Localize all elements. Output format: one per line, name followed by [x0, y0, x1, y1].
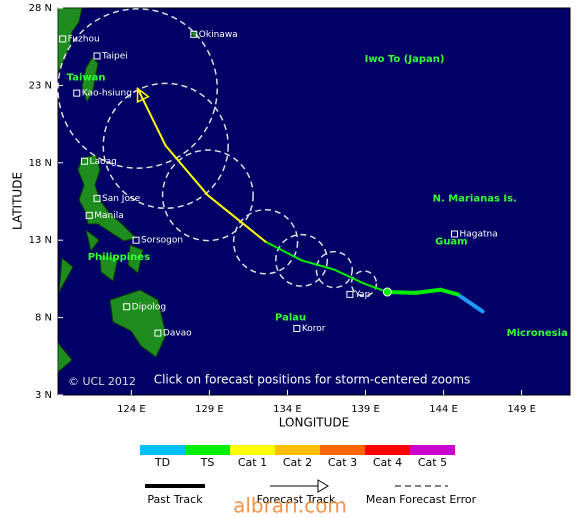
legend-scale-label: Cat 1 — [238, 456, 267, 469]
forecast-track-segment — [136, 87, 167, 147]
legend: Past Track Forecast Track Mean Forecast … — [140, 445, 477, 506]
place-marker — [190, 30, 198, 38]
legend-swatch — [320, 445, 365, 455]
forecast-error-circle — [102, 82, 229, 209]
legend-forecast-track: Forecast Track — [257, 493, 336, 506]
place-marker — [123, 303, 131, 311]
x-tick-label: 139 E — [351, 404, 380, 415]
legend-forecast-arrow — [317, 479, 329, 493]
y-tick-label: 18 N — [29, 158, 52, 169]
legend-swatch — [365, 445, 410, 455]
place-label: Sorsogon — [141, 236, 183, 246]
y-axis-title: LATITUDE — [11, 172, 25, 230]
place-marker — [93, 194, 101, 202]
x-tick-label: 129 E — [195, 404, 224, 415]
x-tick-label: 134 E — [273, 404, 302, 415]
place-label: Okinawa — [199, 30, 238, 40]
forecast-track-segment — [164, 144, 209, 197]
forecast-track-segment — [300, 259, 336, 271]
legend-scale-label: TS — [200, 456, 215, 469]
place-marker — [293, 324, 301, 332]
forecast-error-circle — [232, 208, 299, 275]
y-tick-label: 13 N — [29, 235, 52, 246]
region-label: Philippines — [88, 252, 150, 263]
region-label: Palau — [275, 313, 306, 324]
land — [57, 7, 198, 374]
place-label: Kao-hsiung — [82, 89, 132, 99]
place-marker — [154, 329, 162, 337]
forecast-error-circle — [57, 8, 218, 169]
copyright: © UCL 2012 — [68, 375, 136, 388]
place-label: Dipolog — [132, 302, 166, 312]
past-track-segment — [455, 292, 485, 314]
legend-swatch — [275, 445, 320, 455]
place-marker — [59, 35, 67, 43]
forecast-error-circle — [350, 270, 378, 297]
legend-scale-label: TD — [154, 456, 170, 469]
forecast-arrow-head — [136, 86, 150, 104]
legend-scale-label: Cat 4 — [373, 456, 402, 469]
region-label: Taiwan — [67, 73, 106, 84]
place-marker — [81, 157, 89, 165]
legend-scale-label: Cat 2 — [283, 456, 312, 469]
place-marker — [346, 290, 354, 298]
region-label: Micronesia — [507, 328, 568, 339]
place-label: Taipei — [101, 51, 128, 61]
legend-swatch — [185, 445, 230, 455]
x-axis-title: LONGITUDE — [279, 416, 349, 430]
forecast-error-circle — [161, 149, 254, 242]
legend-scale-label: Cat 5 — [418, 456, 447, 469]
place-label: Manila — [94, 211, 124, 221]
forecast-track-segment — [333, 268, 365, 285]
y-tick-label: 28 N — [29, 3, 52, 14]
past-track-segment — [438, 287, 460, 297]
place-marker — [132, 236, 140, 244]
place-marker — [73, 89, 81, 97]
legend-swatch — [410, 445, 455, 455]
place-label: San Jose — [102, 194, 141, 204]
legend-swatch — [140, 445, 185, 455]
place-label: Davao — [163, 329, 192, 339]
x-tick-label: 149 E — [507, 404, 536, 415]
place-marker — [93, 52, 101, 60]
region-label: N. Marianas Is. — [433, 193, 517, 204]
legend-swatch — [230, 445, 275, 455]
legend-past-track: Past Track — [147, 493, 203, 506]
note: Click on forecast positions for storm-ce… — [154, 373, 471, 387]
place-label: Yap — [354, 290, 371, 300]
forecast-error-circle — [275, 233, 329, 287]
y-tick-label: 23 N — [29, 80, 52, 91]
place-label: Laoag — [90, 157, 117, 167]
forecast-error-circle — [315, 250, 353, 289]
past-track-segment — [413, 287, 443, 295]
y-tick-label: 8 N — [35, 313, 52, 324]
x-tick-label: 124 E — [117, 404, 146, 415]
place-label: Koror — [302, 324, 326, 334]
current-position — [382, 287, 392, 297]
y-tick-label: 3 N — [35, 390, 52, 401]
watermark: albrari.com — [233, 494, 347, 515]
place-marker — [450, 230, 458, 238]
place-label: Fuzhou — [68, 34, 100, 44]
place-label: Hagatna — [459, 230, 497, 240]
region-label: Iwo To (Japan) — [365, 54, 445, 65]
place-marker — [85, 211, 93, 219]
region-label: Guam — [435, 237, 468, 248]
legend-scale-label: Cat 3 — [328, 456, 357, 469]
past-track-segment — [385, 290, 418, 295]
forecast-track-segment — [264, 240, 303, 262]
x-tick-label: 144 E — [429, 404, 458, 415]
legend-mean-error: Mean Forecast Error — [366, 493, 477, 506]
forecast-track-segment — [206, 194, 267, 243]
